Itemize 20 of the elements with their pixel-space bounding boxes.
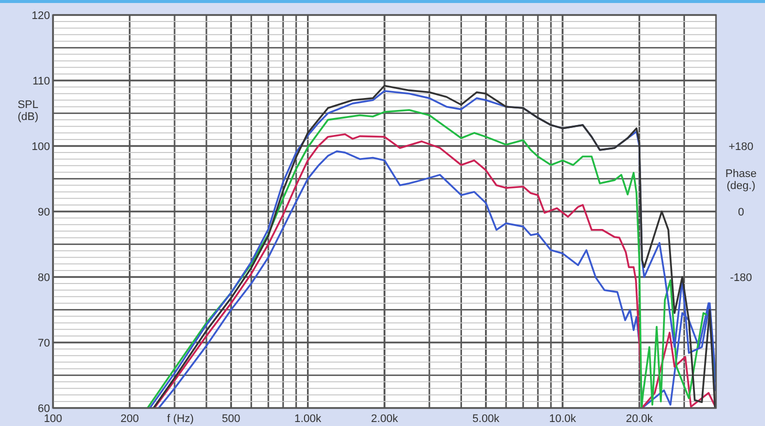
x-tick-label: 2.00k xyxy=(371,413,398,425)
x-tick-label: 500 xyxy=(222,413,240,425)
x-tick-label: 10.0k xyxy=(549,413,577,425)
y-tick-label: 80 xyxy=(38,272,50,284)
y2-axis-title: Phase (deg.) xyxy=(725,168,757,192)
x-tick-label: 20.0k xyxy=(626,413,654,425)
y-tick-label: 110 xyxy=(32,76,50,88)
x-axis-title: f (Hz) xyxy=(166,413,194,425)
y-tick-label: 100 xyxy=(32,141,50,153)
y-tick-label: 60 xyxy=(38,403,50,415)
x-tick-label: 200 xyxy=(120,413,139,425)
y-tick-label: 70 xyxy=(38,338,50,350)
y2-tick-label: +180 xyxy=(728,141,754,153)
y-tick-label: 90 xyxy=(38,206,50,218)
y2-tick-label: -180 xyxy=(730,272,752,284)
x-tick-label: 1.00k xyxy=(294,413,322,425)
y-axis-title: SPL (dB) xyxy=(18,99,38,123)
y-tick-label: 120 xyxy=(32,10,50,22)
x-tick-label: 5.00k xyxy=(472,413,500,425)
y2-tick-label: 0 xyxy=(738,206,744,218)
